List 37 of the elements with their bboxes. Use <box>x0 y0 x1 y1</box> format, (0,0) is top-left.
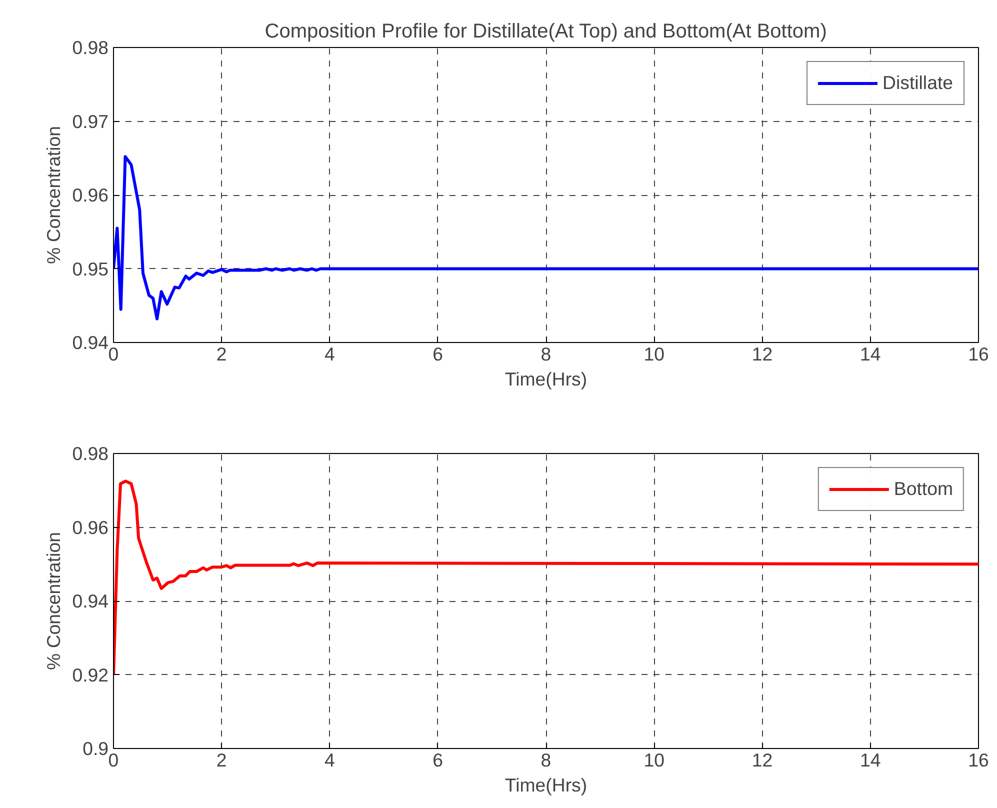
x-tick-label: 4 <box>324 750 335 770</box>
x-axis-title: Time(Hrs) <box>504 368 588 390</box>
x-tick-label: 16 <box>968 750 989 770</box>
x-tick-label: 8 <box>540 750 552 770</box>
legend-label: Distillate <box>882 72 953 94</box>
x-tick-label: 14 <box>860 750 881 770</box>
y-tick-label: 0.96 <box>72 516 108 538</box>
x-tick-label: 0 <box>108 344 119 364</box>
y-tick-label: 0.94 <box>72 332 108 353</box>
y-tick-label: 0.95 <box>72 258 108 280</box>
x-tick-label: 14 <box>860 344 881 364</box>
x-axis-title: Time(Hrs) <box>504 774 588 796</box>
y-axis-title: % Concentration <box>43 532 64 670</box>
x-tick-label: 2 <box>216 750 227 770</box>
y-tick-label: 0.96 <box>72 184 108 206</box>
x-tick-label: 10 <box>644 344 665 364</box>
x-tick-label: 6 <box>432 344 444 364</box>
x-tick-label: 8 <box>540 344 552 364</box>
line-series <box>114 480 978 676</box>
x-tick-label: 12 <box>752 344 773 364</box>
chart-title: Composition Profile for Distillate(At Top) and Bottom(At Bottom) <box>264 20 827 42</box>
x-tick-label: 2 <box>216 344 227 364</box>
y-tick-label: 0.92 <box>72 664 108 686</box>
y-axis-title: % Concentration <box>43 126 64 264</box>
y-tick-label: 0.9 <box>82 738 109 759</box>
line-series <box>114 155 978 320</box>
legend-label: Bottom <box>894 478 953 500</box>
x-tick-label: 0 <box>108 750 119 770</box>
x-tick-label: 6 <box>432 750 444 770</box>
y-tick-label: 0.98 <box>72 37 108 58</box>
y-tick-label: 0.98 <box>72 443 108 464</box>
x-tick-label: 12 <box>752 750 773 770</box>
y-tick-label: 0.94 <box>72 590 108 612</box>
x-tick-label: 10 <box>644 750 665 770</box>
y-tick-label: 0.97 <box>72 110 108 132</box>
x-tick-label: 16 <box>968 344 989 364</box>
x-tick-label: 4 <box>324 344 335 364</box>
